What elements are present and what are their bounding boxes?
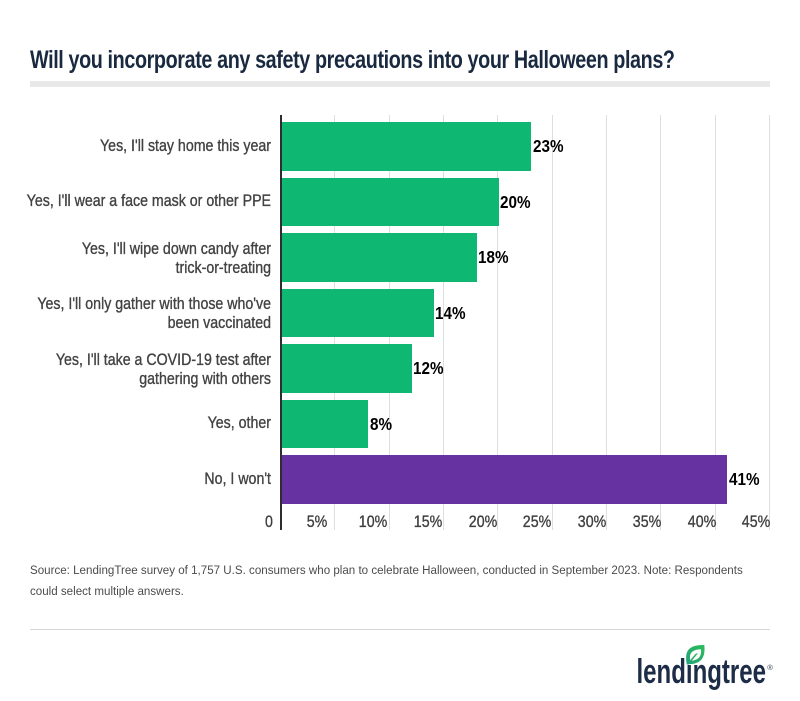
svg-text:®: ® <box>767 663 773 672</box>
svg-text:lendıngtree: lendıngtree <box>637 653 767 691</box>
